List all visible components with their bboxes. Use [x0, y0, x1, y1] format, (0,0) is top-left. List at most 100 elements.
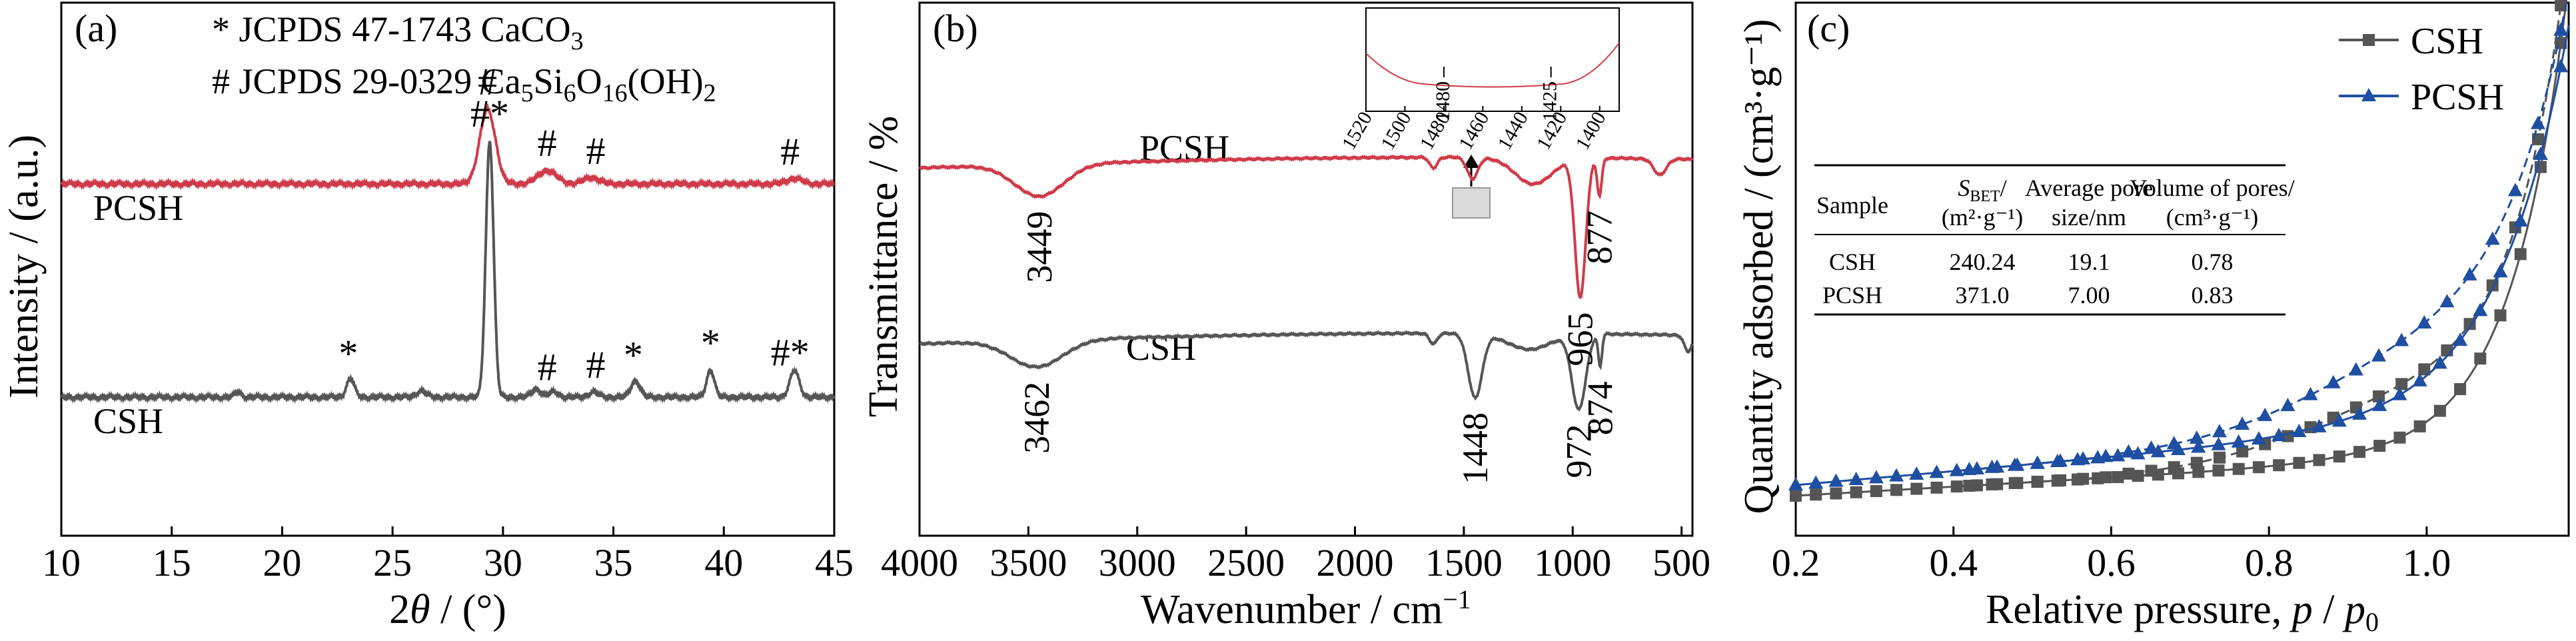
panel-c-point-pcsh [2531, 115, 2546, 129]
panel-c-point-pcsh [1808, 475, 1824, 489]
panel-c-point-csh [2293, 456, 2305, 469]
panel-c-point-csh [2054, 474, 2066, 486]
panel-c-point-csh [2077, 472, 2090, 485]
panel-c-point-pcsh [2052, 453, 2068, 467]
panel-c-point-pcsh [2150, 444, 2166, 458]
panel-b-curve-pcsh [918, 154, 1694, 299]
panel-c-frame [1794, 1, 2570, 537]
panel-c-point-pcsh [2553, 22, 2569, 36]
panel-b-x-tick-label: 4000 [881, 541, 958, 584]
panel-c-point-pcsh [2453, 332, 2468, 346]
panel-b-peak-label: 3462 [1017, 382, 1057, 454]
panel-b-peak-label: 877 [1579, 211, 1619, 265]
panel-b-zoom-arrowhead [1463, 155, 1479, 168]
panel-b-curves [918, 154, 1694, 412]
panel-c-point-pcsh [2392, 386, 2407, 400]
panel-a-letter: (a) [75, 7, 117, 50]
panel-c-point-pcsh [1929, 464, 1944, 478]
panel-c-table: Sample SBET/ (m²·g⁻¹) Average pore size/… [1814, 164, 2295, 316]
panel-a-legend-line2: # JCPDS 29-0329 Ca5Si6O16(OH)2 [212, 61, 716, 107]
panel-c-point-csh [2395, 378, 2408, 390]
panel-b-x-tick-label: 1500 [1425, 541, 1503, 584]
panel-c-x-tick-label: 1.0 [2403, 541, 2451, 584]
panel-b-peak-label: 965 [1561, 312, 1601, 366]
panel-c-point-pcsh [2303, 386, 2318, 400]
panel-c-point-pcsh [2412, 372, 2427, 386]
panel-a-curve-pcsh [60, 103, 835, 191]
panel-c-point-csh [2433, 404, 2446, 417]
panel-c-point-pcsh [2348, 362, 2363, 376]
panel-c-point-csh [2474, 352, 2487, 365]
panel-b-peak-label: 972 [1559, 424, 1599, 478]
panel-c-point-csh [2494, 309, 2507, 322]
panel-a-x-ticks: 10 15 20 25 30 35 40 45 [42, 526, 854, 584]
panel-b-frame [918, 1, 1694, 537]
panel-b-inset-tick-label: 1460 [1455, 108, 1494, 153]
panel-c-point-csh [2252, 461, 2265, 474]
table-header-pore-volume-unit: (cm³·g⁻¹) [2166, 204, 2259, 231]
panel-c-point-csh [2373, 390, 2385, 402]
panel-c-point-pcsh [2098, 448, 2114, 462]
panel-c-point-csh [2273, 459, 2285, 472]
panel-c-point-pcsh [1962, 461, 1977, 475]
panel-c-point-csh [2514, 248, 2527, 261]
panel-b-peak-label: 874 [1580, 381, 1620, 435]
panel-c-point-pcsh [2439, 294, 2455, 308]
panel-b-x-tick-label: 2000 [1317, 541, 1394, 584]
panel-c-point-pcsh [2257, 407, 2273, 421]
table-row-csh-pore-size: 19.1 [2068, 249, 2110, 275]
panel-a-x-tick-label: 15 [153, 541, 191, 584]
panel-c-point-csh [2112, 470, 2124, 483]
panel-c-point-pcsh [2325, 374, 2341, 388]
panel-c-point-csh [2190, 456, 2203, 469]
panel-c-point-pcsh [2493, 264, 2508, 278]
panel-c-curves [1788, 0, 2570, 502]
panel-a-peak-marker: # [780, 130, 800, 173]
table-header-pore-size-unit: size/nm [2052, 204, 2126, 231]
panel-b-x-tick-label: 500 [1652, 541, 1710, 584]
panel-b-y-label: Transmittance / % [861, 116, 906, 417]
panel-c-point-csh [2213, 451, 2226, 464]
panel-c-legend: CSH PCSH [2339, 21, 2504, 118]
panel-c-point-pcsh [1984, 459, 2000, 473]
table-row-pcsh-sbet: 371.0 [1956, 282, 2010, 309]
panel-c-point-pcsh [2513, 213, 2528, 227]
panel-c-point-csh [2168, 461, 2180, 474]
panel-a-x-tick-label: 45 [815, 541, 854, 584]
panel-c-point-pcsh [2166, 436, 2182, 450]
panel-c-point-pcsh [2432, 355, 2447, 369]
panel-c-legend-label: PCSH [2411, 77, 2504, 118]
panel-c-point-pcsh [2291, 423, 2307, 437]
panel-b-x-label: Wavenumber / cm−1 [1141, 584, 1471, 632]
panel-a-frame [60, 1, 836, 537]
panel-c-point-pcsh [2394, 332, 2409, 346]
panel-c-x-tick-label: 0.2 [1772, 541, 1820, 584]
panel-c-point-pcsh [2007, 457, 2022, 471]
panel-b-peak-label: 1448 [1455, 412, 1495, 484]
panel-a-x-tick-label: 25 [373, 541, 412, 584]
panel-b-zoom-region [1452, 187, 1491, 219]
panel-c-point-pcsh [2144, 440, 2159, 454]
panel-c-point-pcsh [2311, 418, 2327, 432]
panel-c-markers-pcsh [1962, 22, 2569, 475]
panel-c-point-csh [2555, 0, 2567, 12]
panel-c-letter: (c) [1807, 7, 1850, 50]
panel-b-letter: (b) [933, 7, 978, 50]
panel-c-point-csh [2008, 476, 2021, 489]
panel-c-point-csh [1830, 487, 1842, 500]
panel-c-point-pcsh [2507, 183, 2523, 197]
panel-c-point-pcsh [2235, 416, 2250, 430]
panel-c-point-csh [2192, 466, 2205, 478]
panel-b-x-tick-label: 1000 [1534, 541, 1611, 584]
table-header-sbet-unit: (m²·g⁻¹) [1942, 204, 2024, 231]
panel-b-inset-annotation: 1425 [1539, 81, 1561, 121]
panel-b-x-tick-label: 2500 [1207, 541, 1285, 584]
panel-c-point-pcsh [2121, 444, 2136, 458]
panel-c-point-pcsh [2331, 413, 2347, 427]
panel-a-x-tick-label: 40 [704, 541, 743, 584]
table-row-pcsh-pore-volume: 0.83 [2192, 282, 2234, 309]
panel-c-x-tick-label: 0.8 [2245, 541, 2293, 584]
panel-a-curves [60, 103, 836, 404]
